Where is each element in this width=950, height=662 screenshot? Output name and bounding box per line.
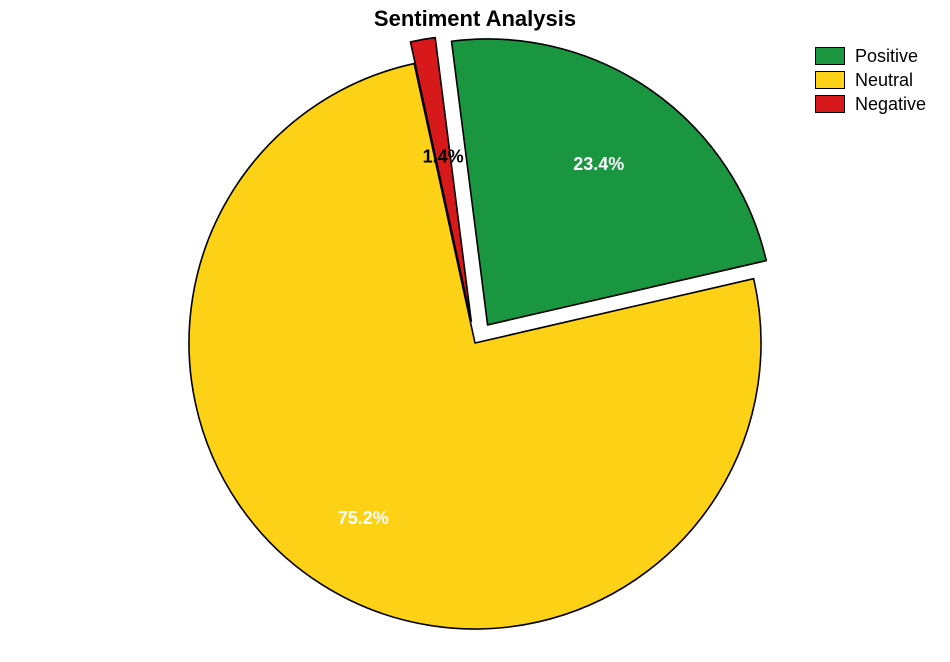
legend-swatch-positive: [815, 47, 845, 65]
pie-slice-label-neutral: 75.2%: [338, 508, 389, 528]
pie-canvas: 75.2% 1.4% 23.4%: [0, 0, 950, 662]
legend-swatch-neutral: [815, 71, 845, 89]
legend-swatch-negative: [815, 95, 845, 113]
pie-slice-positive: [452, 39, 767, 325]
legend-item-negative: Negative: [815, 94, 926, 114]
legend-label-negative: Negative: [855, 94, 926, 115]
legend: Positive Neutral Negative: [815, 46, 926, 118]
sentiment-pie-chart: Sentiment Analysis 75.2%1.4%23.4% Positi…: [0, 0, 950, 662]
pie-slice-label-positive: 23.4%: [573, 154, 624, 174]
pie-slice-label-negative: 1.4%: [423, 147, 464, 167]
legend-label-positive: Positive: [855, 46, 918, 67]
legend-item-neutral: Neutral: [815, 70, 926, 90]
legend-label-neutral: Neutral: [855, 70, 913, 91]
legend-item-positive: Positive: [815, 46, 926, 66]
